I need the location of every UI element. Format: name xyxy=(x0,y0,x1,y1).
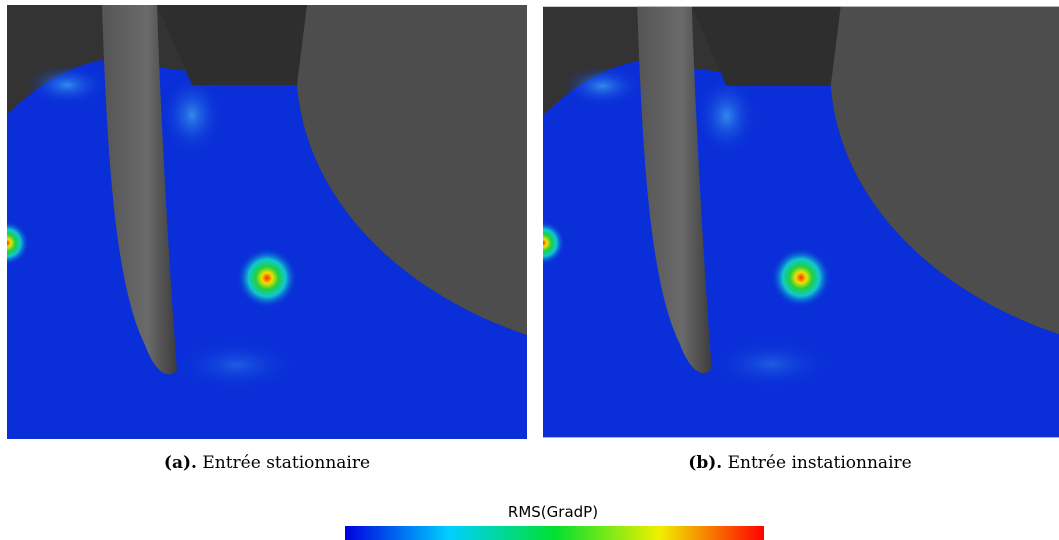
colorbar-title: RMS(GradP) xyxy=(508,503,598,521)
caption-label: (b). xyxy=(688,453,722,473)
panel-b-image xyxy=(521,7,1059,438)
caption-label: (a). xyxy=(164,453,197,473)
panel-a-image xyxy=(0,5,527,439)
caption-a: (a). Entrée stationnaire xyxy=(164,453,370,473)
caption-b: (b). Entrée instationnaire xyxy=(688,453,911,473)
caption-text: Entrée instationnaire xyxy=(728,453,912,473)
caption-text: Entrée stationnaire xyxy=(202,453,370,473)
colorbar xyxy=(345,526,764,540)
